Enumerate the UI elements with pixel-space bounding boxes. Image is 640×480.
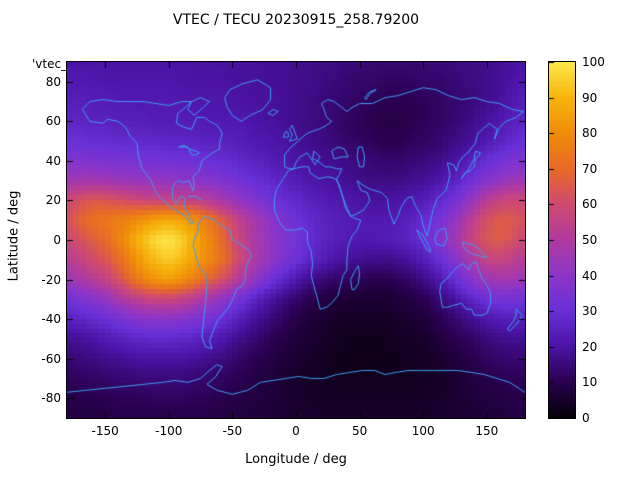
colorbar-tick-label: 70 [582,161,598,176]
colorbar-tick-label: 90 [582,90,598,105]
x-tick-label: 0 [292,424,300,438]
x-tick-label: 50 [351,424,368,438]
y-tick-label: 40 [45,153,61,168]
y-tick-label: 0 [53,233,61,247]
x-tick-label: -50 [222,424,243,438]
x-axis-label: Longitude / deg [245,452,347,467]
colorbar-canvas [549,62,575,418]
x-tick-label: 150 [475,424,499,438]
y-tick-label: -60 [41,351,61,366]
colorbar-border [548,61,576,419]
y-tick-label: -20 [41,272,61,287]
heatmap-canvas [67,62,525,418]
key-label: 'vtec_ [32,57,68,71]
colorbar-tick-label: 80 [582,126,598,141]
y-tick-label: -40 [41,312,61,327]
colorbar-tick-label: 60 [582,197,598,212]
y-tick-label: 80 [45,74,61,89]
colorbar-tick-label: 10 [582,375,598,390]
x-tick-label: -100 [155,424,183,438]
colorbar-tick-label: 50 [582,233,598,247]
y-tick-label: 60 [45,114,61,129]
plot-border [66,61,526,419]
y-tick-label: 20 [45,193,61,208]
y-tick-label: -80 [41,391,61,406]
colorbar-tick-label: 40 [582,268,598,283]
y-axis-label: Latitude / deg [6,190,22,282]
colorbar-tick-label: 100 [582,55,605,69]
x-tick-label: 100 [411,424,435,438]
colorbar-tick-label: 0 [582,411,590,425]
colorbar-tick-label: 30 [582,304,598,319]
plot-title: VTEC / TECU 20230915_258.79200 [172,12,420,28]
x-tick-label: -150 [91,424,119,438]
colorbar-tick-label: 20 [582,339,598,354]
